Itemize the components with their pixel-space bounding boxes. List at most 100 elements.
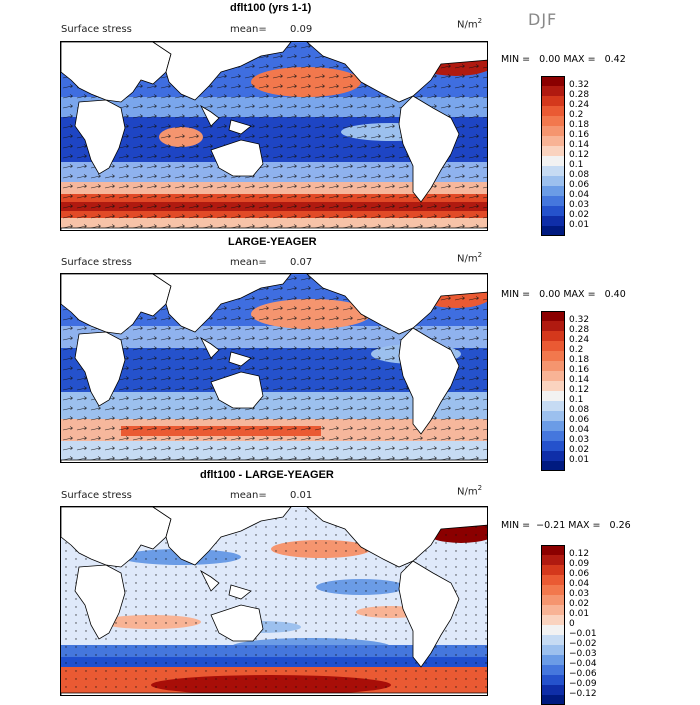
colorbar-level-label: 0.04 (569, 425, 590, 435)
colorbar-swatch (541, 166, 565, 176)
season-label: DJF (528, 10, 558, 29)
colorbar-level-label: 0.1 (569, 395, 584, 405)
colorbar-step: 0.1 (541, 391, 611, 405)
colorbar-swatch (541, 575, 565, 585)
colorbar-step: −0.06 (541, 665, 611, 679)
colorbar-step: 0.01 (541, 451, 611, 465)
colorbar-swatch (541, 411, 565, 421)
colorbar-swatch (541, 555, 565, 565)
colorbar-level-label: 0.2 (569, 110, 584, 120)
colorbar-step: 0.24 (541, 331, 611, 345)
colorbar-level-label: 0.03 (569, 435, 590, 445)
colorbar-level-label: 0.32 (569, 315, 590, 325)
colorbar-swatch (541, 136, 565, 146)
colorbar-step: 0.04 (541, 186, 611, 200)
panel-2-map (60, 273, 488, 463)
colorbar-step: 0.28 (541, 86, 611, 100)
colorbar-step: 0.32 (541, 76, 611, 90)
panel-3-variable-label: Surface stress (61, 490, 132, 501)
colorbar-level-label: 0.02 (569, 445, 590, 455)
colorbar-swatch (541, 401, 565, 411)
colorbar-step: −0.12 (541, 685, 611, 699)
panel-2-unit: N/m2 (457, 251, 483, 265)
colorbar-level-label: 0.12 (569, 385, 590, 395)
colorbar-step: 0.01 (541, 605, 611, 619)
colorbar-step (541, 695, 611, 705)
colorbar-swatch (541, 116, 565, 126)
colorbar-step: 0.1 (541, 156, 611, 170)
colorbar-step: 0.01 (541, 216, 611, 230)
colorbar-step: 0.32 (541, 311, 611, 325)
panel-3-mean-label: mean= (230, 490, 267, 501)
colorbar-level-label: 0.2 (569, 345, 584, 355)
colorbar-swatch (541, 695, 565, 705)
colorbar-step: −0.02 (541, 635, 611, 649)
colorbar-swatch (541, 331, 565, 341)
colorbar-swatch (541, 565, 565, 575)
colorbar-swatch (541, 605, 565, 615)
colorbar-step: −0.09 (541, 675, 611, 689)
colorbar-level-label: 0.24 (569, 335, 590, 345)
colorbar-swatch (541, 431, 565, 441)
colorbar-step: −0.04 (541, 655, 611, 669)
panel-3-map-svg (61, 507, 487, 695)
colorbar-level-label: 0.18 (569, 120, 590, 130)
colorbar-step: 0.12 (541, 381, 611, 395)
panel-2-map-svg (61, 274, 487, 462)
colorbar-level-label: 0.32 (569, 80, 590, 90)
colorbar-swatch (541, 545, 565, 555)
colorbar-swatch (541, 655, 565, 665)
colorbar-swatch (541, 461, 565, 471)
colorbar-swatch (541, 585, 565, 595)
colorbar-level-label: 0.03 (569, 200, 590, 210)
colorbar-level-label: 0.16 (569, 130, 590, 140)
colorbar-level-label: 0.04 (569, 190, 590, 200)
panel-2-colorbar: 0.32 0.28 0.24 0.2 0.18 0.16 0.14 0.12 0.1 0.08 0.… (541, 311, 611, 471)
colorbar-level-label: 0.16 (569, 365, 590, 375)
colorbar-level-label: 0.14 (569, 375, 590, 385)
colorbar-swatch (541, 615, 565, 625)
panel-1-variable-label: Surface stress (61, 24, 132, 35)
colorbar-step: 0.2 (541, 106, 611, 120)
panel-1-title: dflt100 (yrs 1-1) (230, 2, 312, 14)
panel-3-colorbar: 0.12 0.09 0.06 0.04 0.03 0.02 0.01 0 −0.01 −0.02−… (541, 545, 611, 705)
panel-3-minmax: MIN = −0.21 MAX = 0.26 (501, 520, 631, 531)
panel-2-mean-label: mean= (230, 257, 267, 268)
colorbar-step (541, 226, 611, 236)
colorbar-swatch (541, 665, 565, 675)
colorbar-step: 0.2 (541, 341, 611, 355)
colorbar-level-label: 0.12 (569, 150, 590, 160)
colorbar-step: 0.09 (541, 555, 611, 569)
colorbar-step: 0.06 (541, 565, 611, 579)
colorbar-swatch (541, 675, 565, 685)
colorbar-step: 0.18 (541, 351, 611, 365)
panel-3-title: dflt100 - LARGE-YEAGER (200, 469, 334, 481)
panel-2-title: LARGE-YEAGER (228, 236, 317, 248)
colorbar-swatch (541, 206, 565, 216)
colorbar-step: 0.12 (541, 146, 611, 160)
panel-2-continents (61, 274, 487, 462)
colorbar-swatch (541, 421, 565, 431)
colorbar-swatch (541, 451, 565, 461)
colorbar-swatch (541, 595, 565, 605)
colorbar-level-label: 0.01 (569, 220, 590, 230)
colorbar-swatch (541, 176, 565, 186)
colorbar-level-label: 0 (569, 619, 575, 629)
colorbar-level-label: 0.03 (569, 589, 590, 599)
colorbar-step: 0.14 (541, 371, 611, 385)
colorbar-level-label: 0.1 (569, 160, 584, 170)
panel-1-colorbar: 0.32 0.28 0.24 0.2 0.18 0.16 0.14 0.12 0.1 0.08 0.… (541, 76, 611, 236)
colorbar-step: 0.16 (541, 126, 611, 140)
colorbar-swatch (541, 685, 565, 695)
colorbar-level-label: 0.06 (569, 569, 590, 579)
colorbar-level-label: −0.09 (569, 679, 597, 689)
colorbar-level-label: 0.28 (569, 90, 590, 100)
colorbar-level-label: 0.02 (569, 599, 590, 609)
colorbar-swatch (541, 96, 565, 106)
colorbar-step: 0.06 (541, 411, 611, 425)
colorbar-swatch (541, 126, 565, 136)
colorbar-level-label: 0.28 (569, 325, 590, 335)
colorbar-step: 0.02 (541, 441, 611, 455)
colorbar-swatch (541, 216, 565, 226)
colorbar-step: 0.03 (541, 585, 611, 599)
